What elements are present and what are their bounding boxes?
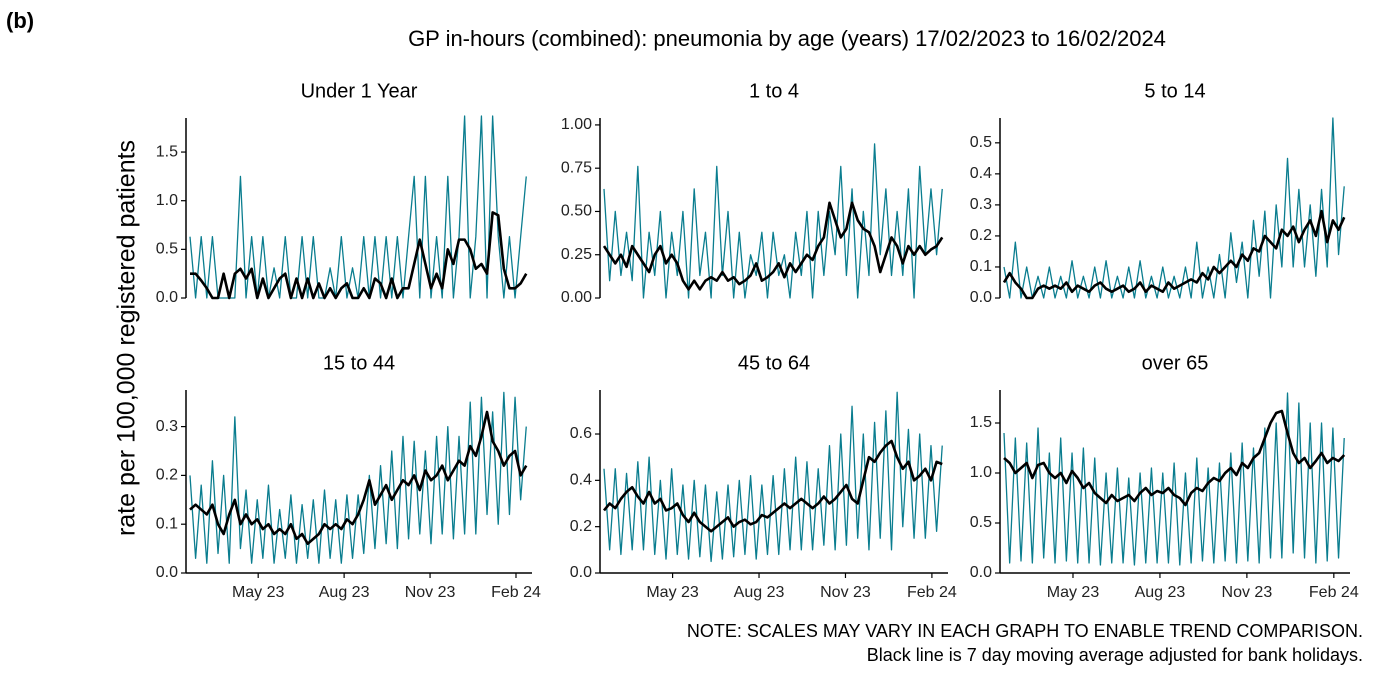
figure-title: GP in-hours (combined): pneumonia by age… [408, 26, 1166, 51]
x-tick-label: Feb 24 [491, 584, 541, 601]
x-tick-label: Nov 23 [820, 584, 871, 601]
average-line [1002, 209, 1346, 300]
x-tick-label: May 23 [1047, 584, 1100, 601]
y-tick-label: 0.0 [970, 564, 992, 581]
y-tick-label: 0.4 [570, 472, 592, 489]
average-line [602, 439, 943, 533]
y-tick-label: 0.00 [561, 289, 592, 306]
panel-title: Under 1 Year [301, 80, 418, 102]
y-tick-label: 1.5 [970, 414, 992, 431]
note: Black line is 7 day moving average adjus… [867, 645, 1363, 665]
average-line [189, 410, 528, 546]
note: NOTE: SCALES MAY VARY IN EACH GRAPH TO E… [687, 621, 1363, 641]
y-tick-label: 0.5 [156, 241, 178, 258]
average-line [190, 211, 528, 300]
x-tick-label: Feb 24 [907, 584, 957, 601]
daily-line [603, 391, 943, 563]
y-tick-label: 0.5 [970, 514, 992, 531]
daily-line [1003, 117, 1345, 299]
x-tick-label: Aug 23 [1135, 584, 1186, 601]
daily-line [1003, 392, 1345, 566]
panel-title: over 65 [1142, 352, 1209, 374]
y-tick-label: 1.0 [970, 464, 992, 481]
y-tick-label: 0.3 [156, 418, 178, 435]
panel-title: 5 to 14 [1144, 80, 1205, 102]
y-tick-label: 1.5 [156, 143, 178, 160]
y-tick-label: 0.0 [970, 289, 992, 306]
x-tick-label: Nov 23 [1222, 584, 1273, 601]
panel-title: 45 to 64 [738, 352, 810, 374]
y-tick-label: 0.1 [970, 258, 992, 275]
y-tick-label: 0.6 [570, 425, 592, 442]
panel-label: (b) [6, 8, 34, 33]
x-tick-label: May 23 [232, 584, 285, 601]
x-tick-label: Nov 23 [405, 584, 456, 601]
daily-line [603, 143, 943, 299]
panel-title: 15 to 44 [323, 352, 395, 374]
y-tick-label: 0.2 [970, 227, 992, 244]
y-tick-label: 0.5 [970, 134, 992, 151]
y-axis-label: rate per 100,000 registered patients [113, 140, 141, 536]
y-tick-label: 0.4 [970, 165, 992, 182]
y-tick-label: 0.3 [970, 196, 992, 213]
y-tick-label: 0.0 [156, 289, 178, 306]
y-tick-label: 0.75 [561, 159, 592, 176]
panel-title: 1 to 4 [749, 80, 799, 102]
y-tick-label: 0.25 [561, 246, 592, 263]
y-tick-label: 1.0 [156, 192, 178, 209]
x-tick-label: Aug 23 [319, 584, 370, 601]
y-tick-label: 0.1 [156, 515, 178, 532]
y-tick-label: 0.50 [561, 203, 592, 220]
average-line [1003, 409, 1346, 507]
y-tick-label: 0.2 [156, 467, 178, 484]
x-tick-label: May 23 [646, 584, 699, 601]
average-line [602, 201, 944, 291]
daily-line [189, 391, 527, 564]
y-tick-label: 0.2 [570, 518, 592, 535]
y-tick-label: 0.0 [156, 564, 178, 581]
x-tick-label: Feb 24 [1309, 584, 1359, 601]
x-tick-label: Aug 23 [734, 584, 785, 601]
y-tick-label: 1.00 [561, 116, 592, 133]
y-tick-label: 0.0 [570, 564, 592, 581]
